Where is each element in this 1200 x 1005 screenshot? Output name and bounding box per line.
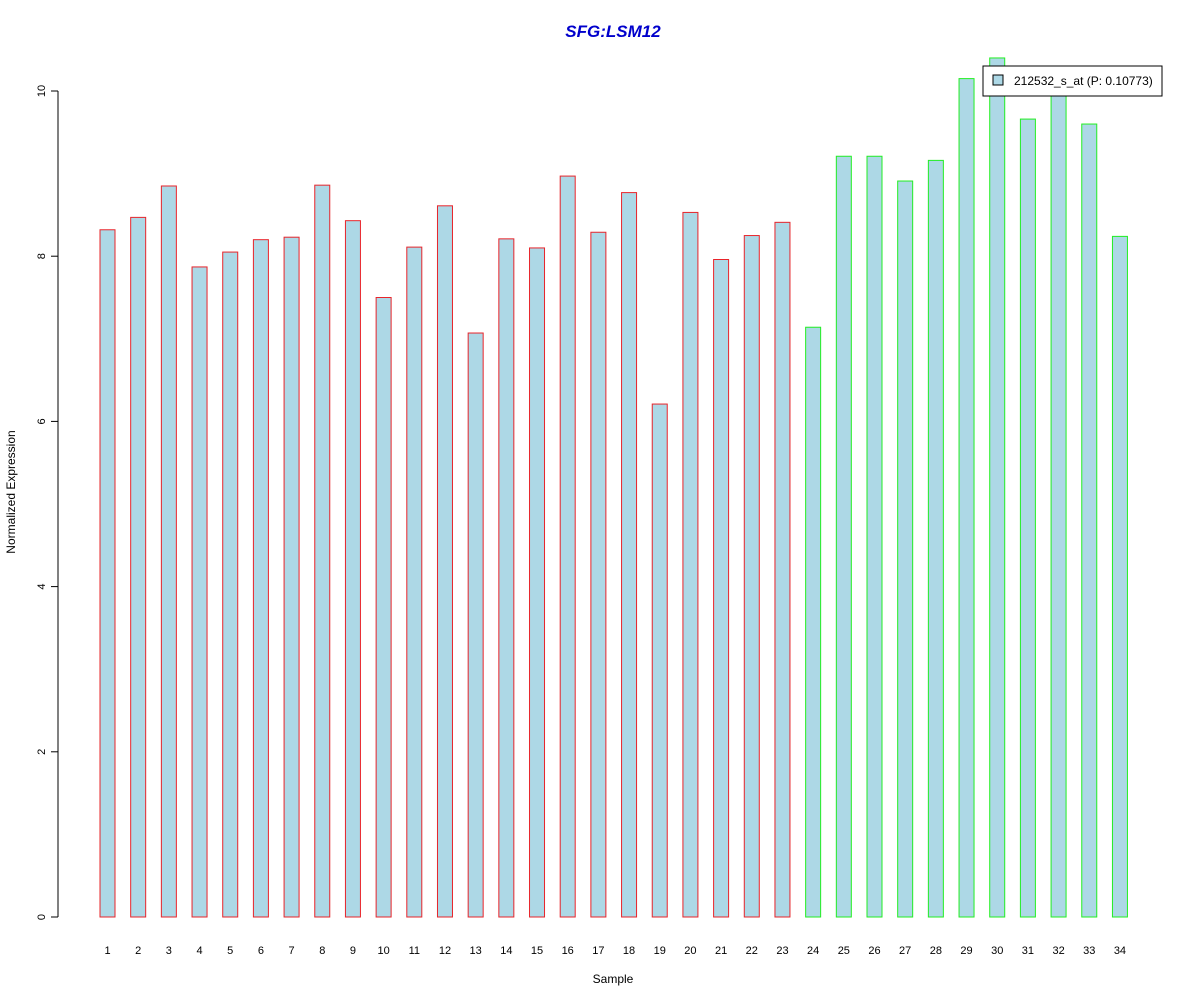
x-tick-label: 8 <box>319 945 325 957</box>
x-tick-label: 25 <box>838 945 850 957</box>
x-tick-label: 19 <box>654 945 666 957</box>
bar <box>498 238 515 918</box>
x-tick-label: 3 <box>166 945 172 957</box>
x-tick-label: 5 <box>227 945 233 957</box>
x-tick-label: 6 <box>258 945 264 957</box>
bar <box>314 184 331 918</box>
x-tick-label: 18 <box>623 945 635 957</box>
x-tick-label: 33 <box>1083 945 1095 957</box>
x-tick-label: 34 <box>1114 945 1126 957</box>
x-tick-label: 23 <box>776 945 788 957</box>
bar <box>283 236 300 918</box>
y-tick-label: 0 <box>36 914 48 920</box>
y-axis-label: Normalized Expression <box>4 430 18 553</box>
x-tick-label: 16 <box>562 945 574 957</box>
x-tick-label: 26 <box>868 945 880 957</box>
x-tick-label: 2 <box>135 945 141 957</box>
bar <box>682 211 699 918</box>
bar <box>989 57 1006 918</box>
x-tick-label: 11 <box>409 945 420 957</box>
bar <box>1111 235 1128 918</box>
bar <box>406 246 423 918</box>
legend-swatch <box>992 74 1004 86</box>
x-tick-label: 31 <box>1022 945 1034 957</box>
y-tick-label: 8 <box>36 253 48 259</box>
bar <box>467 332 484 918</box>
bar <box>1050 86 1067 918</box>
legend-box <box>982 65 1163 97</box>
bar <box>774 221 791 918</box>
x-tick-label: 27 <box>899 945 911 957</box>
y-tick-label: 2 <box>36 749 48 755</box>
x-tick-label: 9 <box>350 945 356 957</box>
bar <box>99 229 116 918</box>
bar <box>835 155 852 918</box>
bar <box>252 239 269 918</box>
y-axis: 0 2 4 6 8 10 <box>36 85 59 920</box>
x-axis-tick-labels: 1 2 3 4 5 6 7 8 9 10 11 12 13 14 15 16 17 18 19 20 21 22 23 24 2… <box>104 945 1126 957</box>
bar <box>1019 118 1036 918</box>
x-axis-label: Sample <box>593 972 634 986</box>
bar <box>344 220 361 918</box>
x-tick-label: 24 <box>807 945 819 957</box>
bar <box>1081 123 1098 918</box>
bar <box>590 231 607 918</box>
x-tick-label: 29 <box>960 945 972 957</box>
bar <box>713 259 730 918</box>
bar <box>743 235 760 918</box>
x-tick-label: 13 <box>470 945 482 957</box>
legend: 212532_s_at (P: 0.10773) <box>982 65 1163 97</box>
bar <box>160 185 177 918</box>
x-tick-label: 12 <box>439 945 451 957</box>
bar <box>621 192 638 918</box>
legend-label: 212532_s_at (P: 0.10773) <box>1014 74 1153 88</box>
x-tick-label: 32 <box>1052 945 1064 957</box>
bar <box>651 403 668 918</box>
x-tick-label: 14 <box>500 945 512 957</box>
bar <box>866 155 883 918</box>
bar <box>805 326 822 918</box>
x-tick-label: 10 <box>377 945 389 957</box>
x-tick-label: 20 <box>684 945 696 957</box>
x-tick-label: 15 <box>531 945 543 957</box>
x-tick-label: 4 <box>196 945 202 957</box>
x-tick-label: 30 <box>991 945 1003 957</box>
x-tick-label: 1 <box>104 945 110 957</box>
x-tick-label: 22 <box>746 945 758 957</box>
x-tick-label: 21 <box>715 945 727 957</box>
x-tick-label: 17 <box>592 945 604 957</box>
bar <box>130 216 147 918</box>
x-tick-label: 7 <box>289 945 295 957</box>
bar <box>222 251 239 918</box>
bar <box>897 180 914 918</box>
bar <box>375 297 392 918</box>
bar <box>559 175 576 918</box>
bar <box>191 266 208 918</box>
bars-group <box>99 57 1128 918</box>
bar <box>436 205 453 918</box>
y-tick-label: 4 <box>36 584 48 590</box>
y-tick-label: 6 <box>36 418 48 424</box>
y-tick-label: 10 <box>36 85 48 97</box>
bar <box>927 159 944 918</box>
bar <box>958 78 975 918</box>
bar <box>529 247 546 918</box>
x-tick-label: 28 <box>930 945 942 957</box>
chart-title: SFG:LSM12 <box>565 22 661 41</box>
